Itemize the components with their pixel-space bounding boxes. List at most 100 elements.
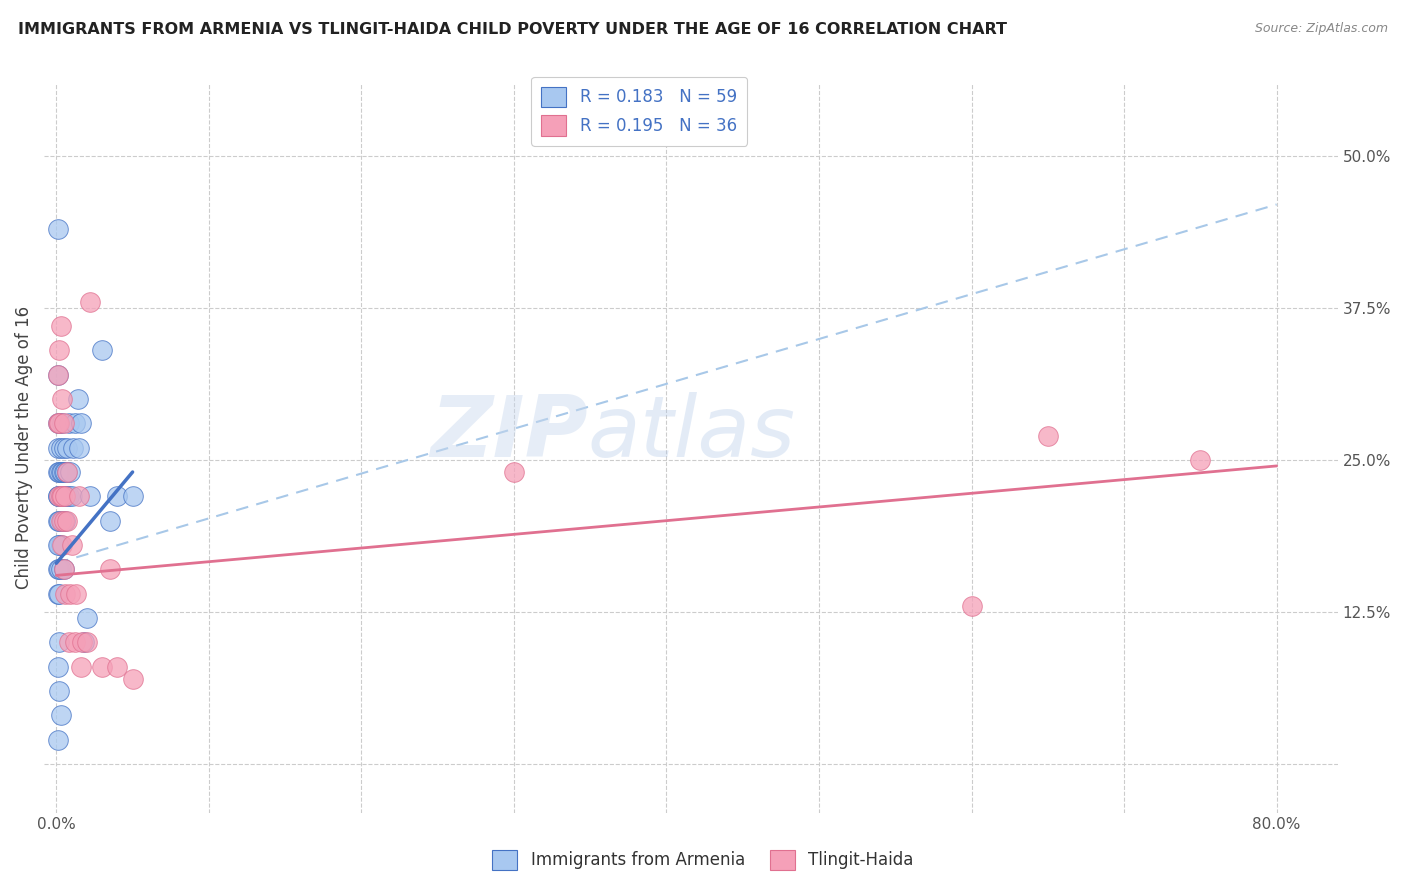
Point xyxy=(49,441,72,455)
Point xyxy=(60,538,83,552)
Point xyxy=(1189,453,1212,467)
Point xyxy=(51,417,73,431)
Point xyxy=(46,659,69,673)
Point xyxy=(46,489,69,503)
Point xyxy=(69,659,91,673)
Point xyxy=(98,562,121,576)
Point xyxy=(56,465,79,479)
Point xyxy=(60,489,83,503)
Point xyxy=(52,562,75,576)
Point xyxy=(55,489,77,503)
Point xyxy=(58,489,80,503)
Point xyxy=(121,489,143,503)
Point xyxy=(59,587,82,601)
Point xyxy=(48,562,70,576)
Point xyxy=(69,417,91,431)
Point xyxy=(63,635,86,649)
Point xyxy=(55,587,77,601)
Point xyxy=(48,417,70,431)
Point xyxy=(46,587,69,601)
Point xyxy=(48,343,70,358)
Point xyxy=(51,538,73,552)
Point xyxy=(48,489,70,503)
Point xyxy=(65,587,87,601)
Point xyxy=(48,465,70,479)
Point xyxy=(503,465,526,479)
Point xyxy=(56,465,79,479)
Point xyxy=(62,441,84,455)
Y-axis label: Child Poverty Under the Age of 16: Child Poverty Under the Age of 16 xyxy=(15,306,32,590)
Point xyxy=(52,465,75,479)
Legend: Immigrants from Armenia, Tlingit-Haida: Immigrants from Armenia, Tlingit-Haida xyxy=(485,843,921,877)
Point xyxy=(63,417,86,431)
Point xyxy=(46,417,69,431)
Point xyxy=(79,294,101,309)
Legend: R = 0.183   N = 59, R = 0.195   N = 36: R = 0.183 N = 59, R = 0.195 N = 36 xyxy=(531,77,747,145)
Point xyxy=(91,343,114,358)
Point xyxy=(960,599,983,613)
Point xyxy=(46,732,69,747)
Point xyxy=(46,514,69,528)
Point xyxy=(58,635,80,649)
Point xyxy=(49,562,72,576)
Point xyxy=(51,489,73,503)
Point xyxy=(48,684,70,698)
Point xyxy=(52,417,75,431)
Point xyxy=(49,465,72,479)
Point xyxy=(48,489,70,503)
Point xyxy=(49,489,72,503)
Point xyxy=(52,441,75,455)
Point xyxy=(59,465,82,479)
Point xyxy=(46,489,69,503)
Point xyxy=(46,562,69,576)
Point xyxy=(46,417,69,431)
Text: ZIP: ZIP xyxy=(430,392,588,475)
Point xyxy=(76,611,98,625)
Point xyxy=(49,489,72,503)
Point xyxy=(49,319,72,334)
Point xyxy=(46,368,69,382)
Point xyxy=(1036,428,1059,442)
Point xyxy=(67,489,90,503)
Point xyxy=(58,417,80,431)
Point xyxy=(56,489,79,503)
Point xyxy=(51,514,73,528)
Point xyxy=(55,514,77,528)
Point xyxy=(48,635,70,649)
Point xyxy=(48,587,70,601)
Point xyxy=(49,538,72,552)
Point xyxy=(98,514,121,528)
Point xyxy=(70,635,93,649)
Point xyxy=(46,368,69,382)
Point xyxy=(46,538,69,552)
Point xyxy=(46,465,69,479)
Point xyxy=(73,635,96,649)
Text: IMMIGRANTS FROM ARMENIA VS TLINGIT-HAIDA CHILD POVERTY UNDER THE AGE OF 16 CORRE: IMMIGRANTS FROM ARMENIA VS TLINGIT-HAIDA… xyxy=(18,22,1007,37)
Point xyxy=(121,672,143,686)
Point xyxy=(105,489,128,503)
Point xyxy=(48,514,70,528)
Point xyxy=(48,417,70,431)
Point xyxy=(49,708,72,723)
Point xyxy=(79,489,101,503)
Text: Source: ZipAtlas.com: Source: ZipAtlas.com xyxy=(1254,22,1388,36)
Point xyxy=(46,441,69,455)
Point xyxy=(49,514,72,528)
Point xyxy=(51,392,73,406)
Point xyxy=(52,489,75,503)
Point xyxy=(56,514,79,528)
Point xyxy=(76,635,98,649)
Point xyxy=(67,441,90,455)
Point xyxy=(46,221,69,235)
Point xyxy=(48,538,70,552)
Point xyxy=(91,659,114,673)
Point xyxy=(55,489,77,503)
Point xyxy=(55,465,77,479)
Point xyxy=(56,441,79,455)
Point xyxy=(51,465,73,479)
Point xyxy=(105,659,128,673)
Point xyxy=(51,489,73,503)
Text: atlas: atlas xyxy=(588,392,796,475)
Point xyxy=(52,562,75,576)
Point xyxy=(66,392,89,406)
